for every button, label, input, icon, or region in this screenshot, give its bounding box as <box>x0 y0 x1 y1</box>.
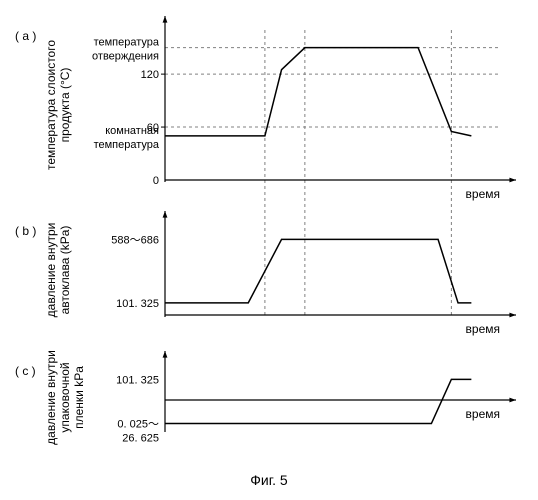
y-axis-label-a: температура слоистогопродукта (°C) <box>44 40 72 170</box>
ytick-b: 588～686 <box>111 234 159 246</box>
annot-a: комнатнаятемпература <box>94 125 160 151</box>
ytick-c: 101. 325 <box>116 374 159 386</box>
panel-tag-b: ( b ) <box>15 224 36 238</box>
x-axis-label-a: время <box>466 187 500 201</box>
figure-label: Фиг. 5 <box>250 472 288 488</box>
x-axis-label-c: время <box>466 407 500 421</box>
y-axis-label-b: давление внутриавтоклава (kPa) <box>44 223 72 318</box>
series-c <box>165 379 471 423</box>
ytick-c: 0. 025～26. 625 <box>117 419 159 445</box>
series-a <box>165 48 471 136</box>
figure-5: ( a ) температура слоистогопродукта (°C) 0… <box>0 0 538 500</box>
ytick-a: 120 <box>141 69 159 81</box>
annot-a: температураотверждения <box>92 37 160 63</box>
y-axis-label-c: давление внутриупаковочнойпленки kPa <box>44 350 86 445</box>
ytick-a: 0 <box>153 175 159 187</box>
ytick-b: 101. 325 <box>116 298 159 310</box>
panel-tag-a: ( a ) <box>15 29 36 43</box>
panel-tag-c: ( c ) <box>15 364 36 378</box>
x-axis-label-b: время <box>466 322 500 336</box>
series-b <box>165 239 471 302</box>
